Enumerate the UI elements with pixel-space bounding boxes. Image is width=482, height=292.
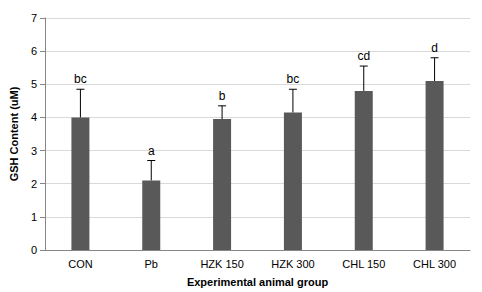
svg-text:d: d: [431, 41, 438, 55]
svg-text:7: 7: [31, 12, 37, 24]
svg-text:Pb: Pb: [145, 258, 158, 270]
svg-text:bc: bc: [287, 72, 300, 86]
svg-text:GSH Content (uM): GSH Content (uM): [8, 86, 20, 181]
svg-text:4: 4: [31, 111, 37, 123]
svg-text:a: a: [148, 144, 155, 158]
svg-text:HZK 150: HZK 150: [200, 258, 243, 270]
svg-text:5: 5: [31, 78, 37, 90]
svg-text:cd: cd: [357, 49, 370, 63]
svg-text:bc: bc: [74, 72, 87, 86]
svg-text:3: 3: [31, 145, 37, 157]
svg-text:CHL 300: CHL 300: [413, 258, 456, 270]
svg-text:0: 0: [31, 244, 37, 256]
svg-text:6: 6: [31, 45, 37, 57]
svg-text:HZK 300: HZK 300: [271, 258, 314, 270]
svg-text:Experimental animal group: Experimental animal group: [187, 276, 328, 288]
svg-text:2: 2: [31, 178, 37, 190]
svg-text:1: 1: [31, 211, 37, 223]
svg-text:b: b: [219, 89, 226, 103]
svg-text:CON: CON: [68, 258, 93, 270]
svg-text:CHL 150: CHL 150: [342, 258, 385, 270]
